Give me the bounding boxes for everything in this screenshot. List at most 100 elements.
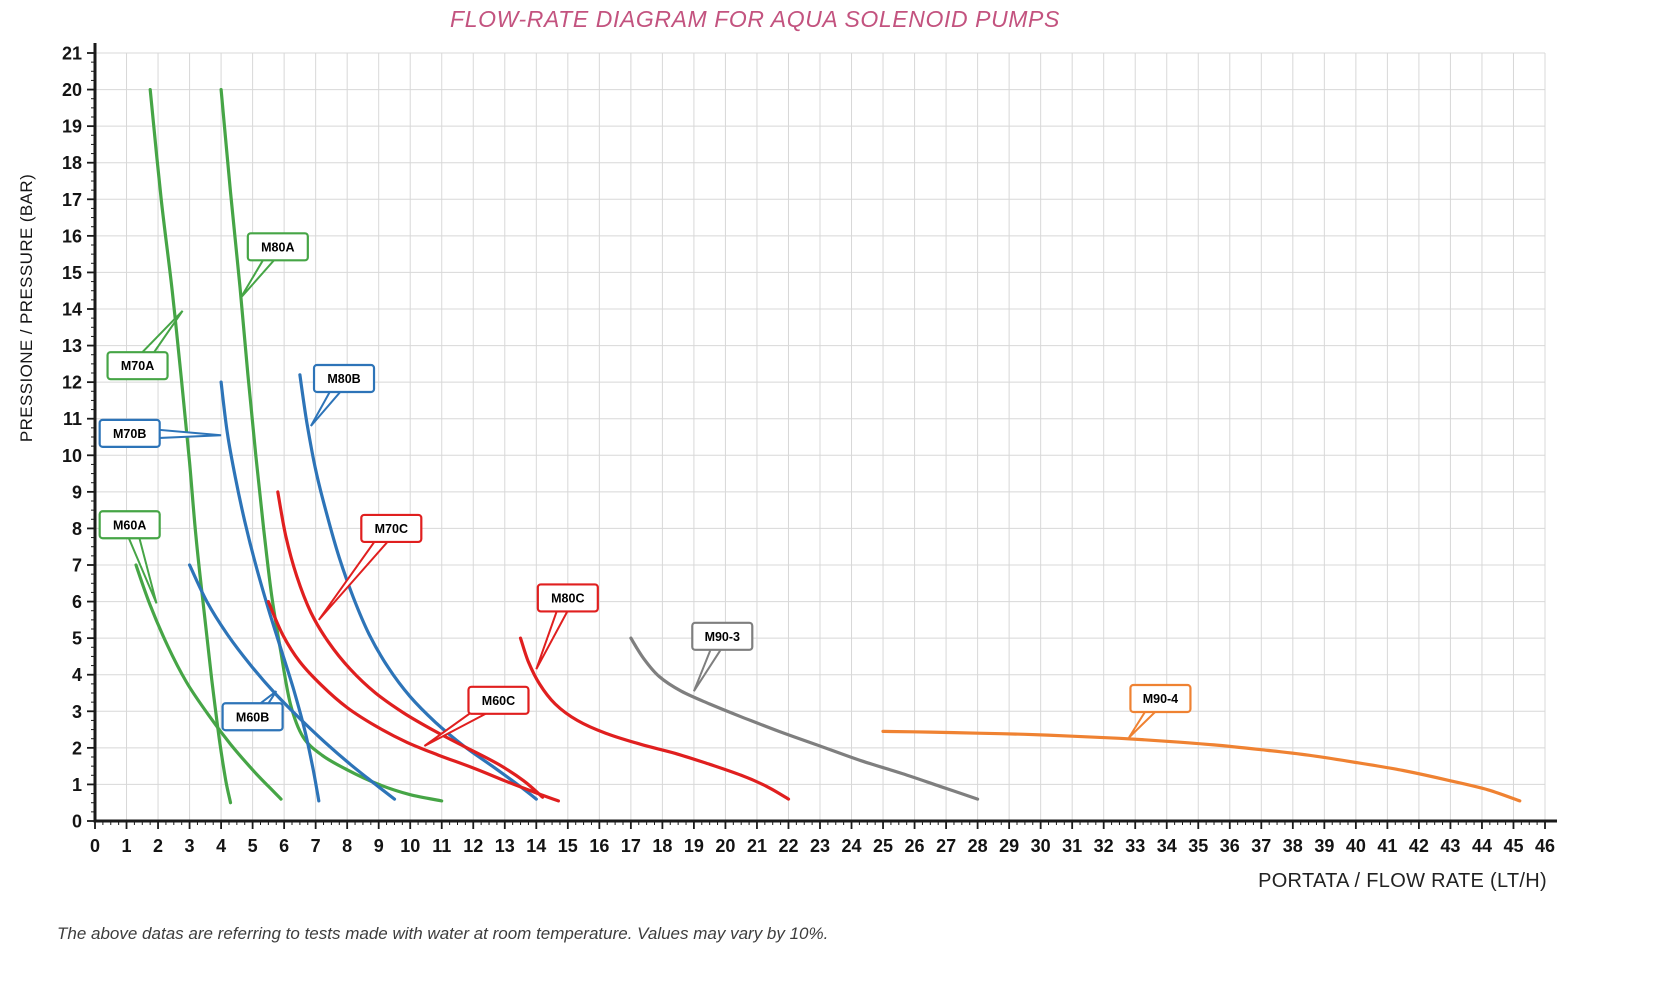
callout-text: M70A	[121, 359, 154, 373]
y-tick-label: 1	[72, 775, 82, 795]
x-tick-label: 21	[747, 836, 767, 856]
x-tick-label: 11	[432, 836, 451, 856]
x-tick-label: 0	[90, 836, 100, 856]
curve-M90-4	[881, 729, 1522, 803]
grid	[94, 52, 1546, 822]
callout-text: M90-4	[1143, 692, 1178, 706]
x-tick-label: 31	[1062, 836, 1082, 856]
y-tick-label: 12	[62, 373, 82, 393]
axes	[93, 43, 1557, 823]
callout-M60C: M60C	[423, 685, 530, 747]
y-tick-label: 0	[72, 812, 82, 832]
x-tick-label: 25	[873, 836, 893, 856]
y-tick-label: 4	[72, 665, 82, 685]
x-tick-label: 1	[122, 836, 132, 856]
callout-text: M80C	[551, 591, 584, 605]
x-tick-label: 46	[1535, 836, 1555, 856]
callout-M80A: M80A	[239, 232, 309, 299]
x-tick-label: 9	[374, 836, 384, 856]
x-tick-label: 20	[715, 836, 735, 856]
curve-M70C	[276, 490, 545, 799]
y-tick-label: 17	[62, 190, 82, 210]
callout-M90-4: M90-4	[1128, 683, 1192, 739]
x-tick-label: 40	[1346, 836, 1366, 856]
x-axis-label: PORTATA / FLOW RATE (LT/H)	[1258, 870, 1547, 892]
callout-box	[221, 702, 284, 732]
x-tick-label: 37	[1251, 836, 1271, 856]
x-tick-label: 29	[999, 836, 1019, 856]
x-tick-label: 16	[589, 836, 609, 856]
x-tick-label: 28	[968, 836, 988, 856]
curve-M70B	[219, 380, 321, 803]
callout-box	[467, 685, 530, 715]
callout-M60A: M60A	[98, 510, 161, 604]
callout-text: M80B	[327, 372, 360, 386]
x-tick-label: 14	[526, 836, 546, 856]
x-tick-label: 41	[1377, 836, 1397, 856]
flow-rate-chart: 0 1 2 3 4 5 6 7 8 9 10 11 12 13 14 15 16 17 18 19 20 21 22 23 24…	[17, 43, 1557, 856]
x-tick-label: 15	[558, 836, 578, 856]
y-tick-label: 21	[62, 44, 82, 64]
curve-M80B	[298, 373, 538, 801]
x-tick-label: 39	[1314, 836, 1334, 856]
callout-box	[98, 418, 161, 448]
y-axis-label: PRESSIONE / PRESSURE (BAR)	[17, 174, 36, 442]
callout-text: M80A	[261, 240, 294, 254]
callout-M80B: M80B	[310, 363, 376, 427]
footer-note: The above datas are referring to tests m…	[57, 924, 829, 943]
x-tick-label: 38	[1283, 836, 1303, 856]
callout-text: M90-3	[705, 630, 740, 644]
curve-M70A	[148, 88, 233, 805]
x-tick-label: 34	[1157, 836, 1177, 856]
chart-title: FLOW-RATE DIAGRAM FOR AQUA SOLENOID PUMP…	[450, 6, 1060, 32]
y-tick-label: 15	[62, 263, 82, 283]
y-tick-label: 20	[62, 80, 82, 100]
curve-M60C	[266, 600, 560, 803]
callout-box	[106, 351, 169, 381]
callout-text: M60A	[113, 518, 146, 532]
y-tick-label: 7	[72, 556, 82, 576]
x-tick-label: 36	[1220, 836, 1240, 856]
callout-M70A: M70A	[106, 310, 184, 381]
y-tick-label: 10	[62, 446, 82, 466]
callout-box	[536, 583, 599, 613]
x-tick-label: 43	[1440, 836, 1460, 856]
y-tick-label: 13	[62, 336, 82, 356]
y-tick-label: 3	[72, 702, 82, 722]
callout-M60B: M60B	[221, 690, 284, 732]
x-tick-label: 45	[1503, 836, 1523, 856]
x-tick-label: 3	[185, 836, 195, 856]
callouts: M70A M80A M60A M70B M80B M60B M70C M80C M60C M90-…	[98, 232, 1192, 747]
curves	[134, 88, 1522, 805]
callout-box	[312, 363, 376, 394]
y-tick-label: 5	[72, 629, 82, 649]
callout-text: M70C	[375, 522, 408, 536]
x-tick-label: 7	[311, 836, 321, 856]
x-tick-label: 18	[652, 836, 672, 856]
x-tick-label: 42	[1409, 836, 1429, 856]
callout-box	[1129, 683, 1192, 714]
y-tick-label: 16	[62, 226, 82, 246]
curve-M60A	[134, 563, 283, 801]
x-tick-label: 13	[495, 836, 515, 856]
callout-text: M70B	[113, 427, 146, 441]
y-tick-label: 2	[72, 738, 82, 758]
x-tick-label: 27	[936, 836, 956, 856]
y-tick-label: 18	[62, 153, 82, 173]
callout-box	[98, 510, 161, 540]
x-tick-label: 10	[400, 836, 420, 856]
y-tick-label: 8	[72, 519, 82, 539]
curve-M60B	[188, 563, 397, 801]
x-tick-label: 19	[684, 836, 704, 856]
x-tick-label: 5	[248, 836, 258, 856]
callout-text: M60B	[236, 710, 269, 724]
x-tick-label: 32	[1094, 836, 1114, 856]
x-tick-label: 35	[1188, 836, 1208, 856]
x-tick-label: 30	[1031, 836, 1051, 856]
x-tick-label: 12	[463, 836, 483, 856]
callout-M70C: M70C	[317, 513, 423, 621]
x-tick-label: 8	[342, 836, 352, 856]
y-tick-label: 14	[62, 300, 82, 320]
